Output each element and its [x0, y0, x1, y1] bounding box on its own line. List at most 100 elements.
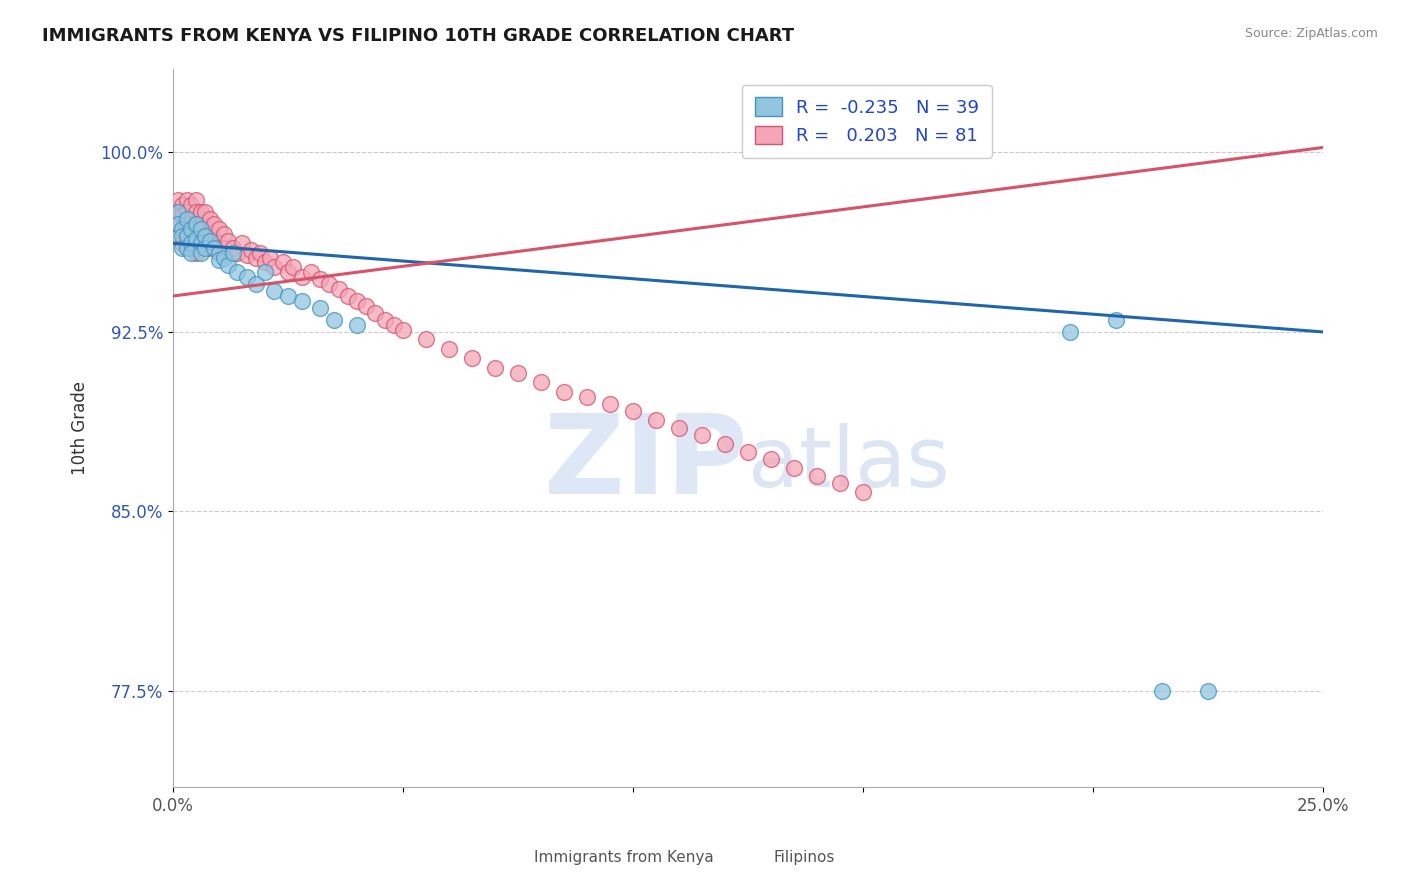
Point — [212, 241, 235, 255]
Point — [198, 234, 221, 248]
Point — [222, 241, 245, 255]
Point — [184, 231, 207, 245]
Point — [599, 397, 621, 411]
Point — [245, 277, 267, 291]
Point — [194, 205, 217, 219]
Point — [415, 332, 437, 346]
Point — [263, 260, 285, 275]
Point — [184, 217, 207, 231]
Point — [204, 217, 226, 231]
Point — [1197, 684, 1219, 698]
Point — [852, 485, 875, 500]
Point — [172, 241, 194, 255]
Point — [208, 236, 231, 251]
Point — [461, 351, 484, 366]
Point — [166, 217, 188, 231]
Point — [254, 255, 277, 269]
Point — [172, 229, 194, 244]
Point — [254, 265, 277, 279]
Point — [1104, 313, 1126, 327]
Point — [180, 236, 202, 251]
Point — [714, 437, 737, 451]
Text: ZIP: ZIP — [544, 410, 748, 517]
Point — [1059, 325, 1081, 339]
Point — [226, 265, 249, 279]
Point — [346, 293, 368, 308]
Text: Filipinos: Filipinos — [773, 850, 835, 865]
Point — [392, 322, 415, 336]
Point — [212, 227, 235, 241]
Point — [374, 313, 396, 327]
Point — [1150, 684, 1173, 698]
Point — [783, 461, 806, 475]
Point — [759, 451, 782, 466]
Point — [222, 246, 245, 260]
Point — [204, 241, 226, 255]
Point — [575, 390, 598, 404]
Point — [172, 208, 194, 222]
Point — [184, 205, 207, 219]
Point — [190, 222, 212, 236]
Point — [281, 260, 304, 275]
Point — [212, 251, 235, 265]
Point — [176, 193, 198, 207]
Point — [194, 234, 217, 248]
Point — [176, 217, 198, 231]
Point — [323, 313, 346, 327]
Point — [553, 384, 575, 399]
Point — [235, 269, 257, 284]
Point — [273, 255, 295, 269]
Point — [291, 269, 314, 284]
Point — [208, 222, 231, 236]
Point — [184, 217, 207, 231]
Point — [176, 229, 198, 244]
Point — [194, 229, 217, 244]
Point — [166, 193, 188, 207]
Legend: R =  -0.235   N = 39, R =   0.203   N = 81: R = -0.235 N = 39, R = 0.203 N = 81 — [742, 85, 991, 158]
Point — [166, 205, 188, 219]
Point — [184, 246, 207, 260]
Point — [217, 234, 239, 248]
Point — [166, 217, 188, 231]
Point — [184, 193, 207, 207]
Point — [194, 219, 217, 234]
Point — [277, 265, 299, 279]
Point — [530, 375, 553, 389]
Point — [277, 289, 299, 303]
Point — [190, 236, 212, 251]
Point — [318, 277, 340, 291]
Text: IMMIGRANTS FROM KENYA VS FILIPINO 10TH GRADE CORRELATION CHART: IMMIGRANTS FROM KENYA VS FILIPINO 10TH G… — [42, 27, 794, 45]
Point — [176, 205, 198, 219]
Point — [204, 234, 226, 248]
Text: atlas: atlas — [748, 423, 949, 504]
Point — [364, 306, 387, 320]
Point — [190, 205, 212, 219]
Point — [176, 212, 198, 227]
Point — [217, 258, 239, 272]
Point — [737, 444, 759, 458]
Point — [180, 212, 202, 227]
Point — [208, 253, 231, 268]
Point — [176, 229, 198, 244]
Point — [328, 282, 350, 296]
Point — [180, 246, 202, 260]
Y-axis label: 10th Grade: 10th Grade — [72, 381, 89, 475]
Point — [621, 404, 644, 418]
Point — [309, 272, 332, 286]
Point — [249, 246, 271, 260]
Point — [437, 342, 460, 356]
Point — [166, 205, 188, 219]
Point — [346, 318, 368, 332]
Point — [299, 265, 322, 279]
Point — [690, 428, 713, 442]
Point — [190, 246, 212, 260]
Point — [506, 366, 529, 380]
Point — [484, 360, 506, 375]
Point — [806, 468, 828, 483]
Point — [172, 198, 194, 212]
Point — [180, 198, 202, 212]
Point — [172, 222, 194, 236]
Point — [668, 420, 690, 434]
Point — [231, 236, 253, 251]
Point — [194, 241, 217, 255]
